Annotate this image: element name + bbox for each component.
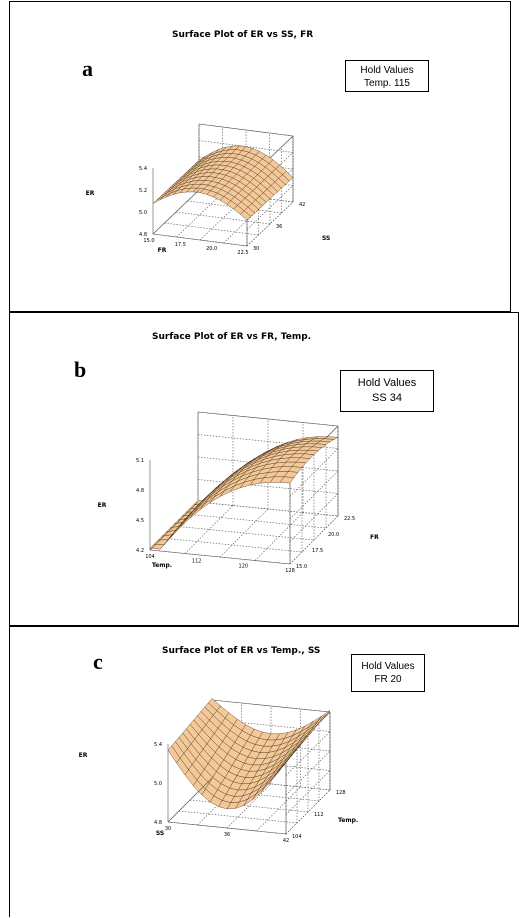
panel-b: Surface Plot of ER vs FR, Temp. b Hold V…	[9, 312, 519, 626]
floor-gridline	[175, 211, 271, 225]
y-axis	[149, 501, 199, 551]
x-tick-label: 20.0	[206, 246, 217, 252]
floor-gridline	[289, 515, 339, 565]
y-tick-label: 36	[276, 224, 282, 230]
floor-gridline	[226, 783, 272, 829]
surface-cell	[167, 745, 181, 764]
x-axis	[149, 549, 291, 565]
x-axis-label: Temp.	[152, 562, 172, 569]
y-tick-label: 42	[299, 202, 305, 208]
surface-cell	[149, 544, 165, 550]
panel-a-title: Surface Plot of ER vs SS, FR	[172, 30, 314, 40]
hold-heading: Hold Values	[357, 377, 417, 389]
surface-cell	[152, 196, 164, 204]
panel-a-hold-values: Hold Values Temp. 115	[345, 60, 429, 92]
floor-gridline	[185, 513, 327, 529]
hold-line: SS 34	[372, 392, 402, 404]
floor-gridline	[285, 789, 331, 835]
y-axis-label: Temp.	[338, 817, 358, 824]
x-tick-label: 42	[283, 838, 289, 844]
y-axis	[152, 189, 200, 235]
box-edge	[211, 699, 331, 713]
y-tick-label: 15.0	[296, 564, 307, 570]
y-tick-label: 17.5	[312, 548, 323, 554]
x-tick-label: 30	[165, 826, 171, 832]
z-tick-label: 4.8	[136, 488, 144, 494]
panel-b-title: Surface Plot of ER vs FR, Temp.	[152, 332, 312, 342]
x-tick-label: 120	[239, 563, 249, 569]
x-tick-label: 112	[192, 559, 202, 565]
floor-gridline	[254, 512, 304, 561]
panel-a: Surface Plot of ER vs SS, FR a Hold Valu…	[9, 1, 511, 312]
z-tick-label: 4.5	[136, 518, 144, 524]
surface-plot-a: 4.8 5.0 5.2 5.4 15.0 17.5 20.0 22.5 30 36 42 ER FR SS	[86, 123, 330, 256]
y-axis	[167, 777, 213, 823]
x-tick-label: 104	[145, 554, 155, 560]
floor-gridline	[164, 222, 259, 236]
hold-line: Temp. 115	[364, 78, 410, 89]
panel-c-title: Surface Plot of ER vs Temp., SS	[162, 646, 321, 656]
z-tick-label: 4.8	[154, 820, 162, 826]
panel-c: Surface Plot of ER vs Temp., SS c Hold V…	[9, 626, 519, 917]
floor-gridline	[176, 192, 223, 238]
z-tick-label: 4.2	[136, 548, 144, 554]
z-tick-label: 5.4	[154, 742, 162, 748]
x-tick-label: 128	[285, 568, 295, 574]
box-edge	[197, 411, 339, 427]
hold-heading: Hold Values	[360, 65, 414, 76]
z-axis-label: ER	[79, 752, 88, 759]
y-tick-label: 30	[253, 246, 259, 252]
z-axis-label: ER	[86, 190, 95, 197]
x-axis-label: FR	[158, 247, 167, 254]
y-axis-label: SS	[322, 235, 330, 242]
panel-c-label: c	[93, 649, 103, 674]
floor-gridline	[161, 537, 303, 553]
x-axis-label: SS	[156, 830, 164, 837]
y-tick-label: 112	[314, 812, 324, 818]
x-axis	[152, 233, 248, 247]
z-tick-label: 5.0	[139, 210, 147, 216]
x-tick-label: 17.5	[175, 242, 186, 248]
panel-a-label: a	[82, 56, 93, 81]
hold-line: FR 20	[374, 674, 402, 685]
z-axis-label: ER	[98, 502, 107, 509]
panel-b-label: b	[74, 357, 87, 382]
floor-gridline	[187, 200, 282, 214]
y-tick-label: 20.0	[328, 532, 339, 538]
floor-gridline	[256, 786, 301, 832]
z-tick-label: 4.8	[139, 232, 147, 238]
z-tick-label: 5.1	[136, 458, 144, 464]
floor-gridline	[173, 525, 315, 541]
hold-heading: Hold Values	[361, 661, 415, 672]
floor-gridline	[197, 501, 339, 517]
y-tick-label: 128	[336, 790, 346, 796]
y-axis-label: FR	[370, 534, 379, 541]
box-edge	[198, 123, 294, 137]
x-tick-label: 22.5	[237, 250, 248, 256]
z-tick-label: 5.2	[139, 188, 147, 194]
z-tick-label: 5.4	[139, 166, 147, 172]
z-tick-label: 5.0	[154, 781, 162, 787]
x-axis	[167, 821, 287, 835]
floor-gridline	[184, 505, 234, 554]
x-tick-label: 15.0	[143, 238, 154, 244]
y-tick-label: 22.5	[344, 516, 355, 522]
y-tick-label: 104	[292, 834, 302, 840]
panel-c-hold-values: Hold Values FR 20	[351, 654, 425, 692]
surface-cell	[317, 710, 331, 721]
panel-b-hold-values: Hold Values SS 34	[340, 370, 434, 412]
x-tick-label: 36	[224, 832, 230, 838]
back-wall-gridline	[198, 140, 294, 153]
